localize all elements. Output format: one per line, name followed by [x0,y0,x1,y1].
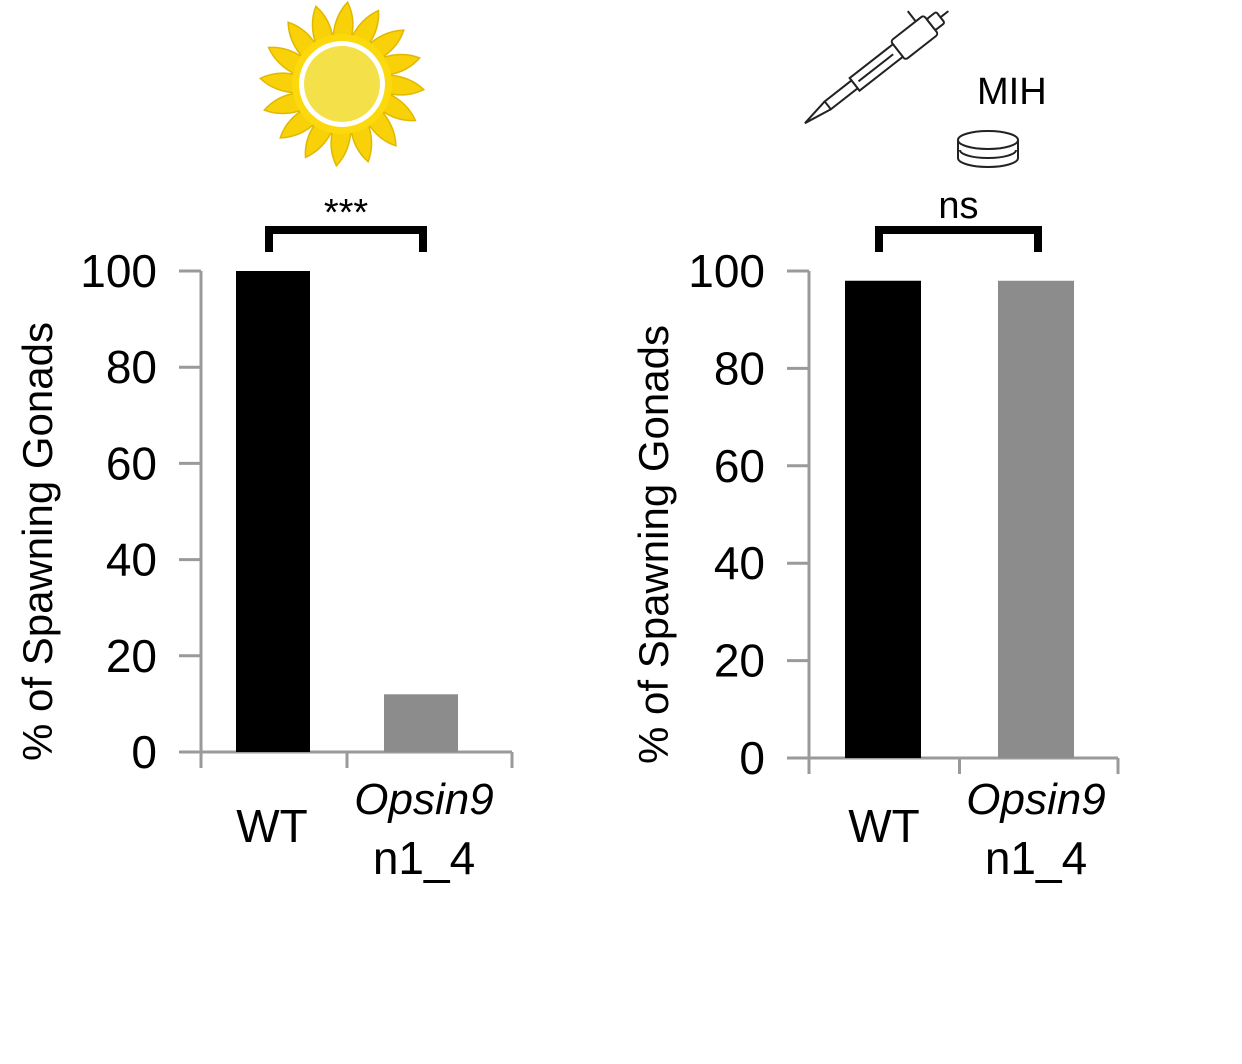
y-tick-label: 40 [714,537,765,589]
significance-bracket [265,226,427,252]
y-tick-label: 100 [80,245,157,297]
significance-label: *** [324,192,369,234]
bar-wt [845,280,921,758]
y-tick-label: 20 [106,630,157,682]
bar-opsin9 [384,694,458,752]
x-category-label-line2: n1_4 [985,832,1087,884]
x-category-label: WT [236,800,308,852]
pipette-dish-icon [804,10,1019,168]
condition-label-mih: MIH [977,71,1047,113]
sun-ray [330,128,352,168]
y-tick-label: 60 [106,437,157,489]
bar-wt [236,271,310,752]
sun-ray [386,74,426,96]
y-tick-label: 40 [106,534,157,586]
chart-panel-left: 0 20 40 60 80 100 WT Opsin9 n1_4 % of Spawning Go… [14,192,514,884]
significance-bracket [875,226,1042,252]
sun-ray [332,0,354,40]
y-tick-label: 80 [106,341,157,393]
y-tick-label: 0 [131,726,157,778]
y-axis-title: % of Spawning Gonads [14,322,61,761]
y-axis-title: % of Spawning Gonads [630,325,677,764]
sun-ray [262,92,305,115]
x-category-label-line2: n1_4 [373,832,475,884]
y-tick-label: 60 [714,440,765,492]
sun-icon [258,0,426,168]
y-tick-label: 100 [688,245,765,297]
y-tick-label: 80 [714,342,765,394]
chart-panel-right: 0 20 40 60 80 100 WT Opsin9 n1_4 % of Spawning Go… [630,185,1120,884]
x-category-label: WT [848,800,920,852]
x-category-label: Opsin9 [966,775,1105,824]
y-tick-label: 0 [739,732,765,784]
sun-ray [379,53,422,76]
significance-label: ns [938,185,978,227]
y-tick-label: 20 [714,635,765,687]
x-category-label: Opsin9 [354,775,493,824]
sun-ray [311,4,334,47]
bar-opsin9 [998,280,1074,758]
sun-ray [350,121,373,164]
sun-ray [258,72,298,94]
